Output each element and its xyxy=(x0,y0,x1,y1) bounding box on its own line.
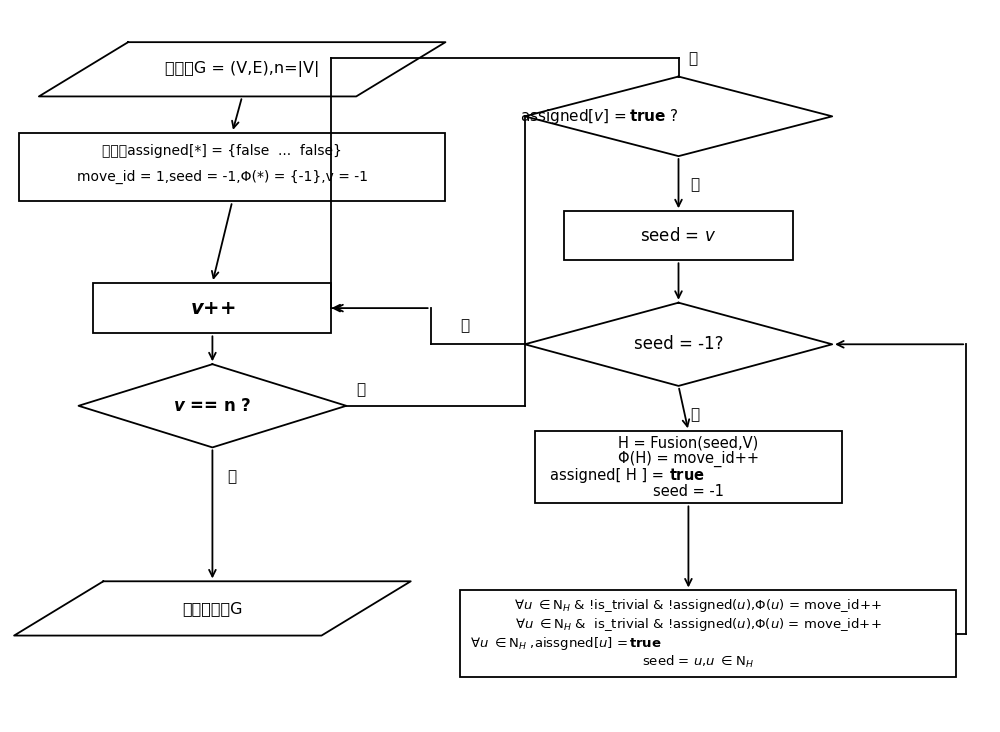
Text: 输出重排图G: 输出重排图G xyxy=(182,601,243,616)
Polygon shape xyxy=(14,581,411,635)
Text: $\bfit{v}$++: $\bfit{v}$++ xyxy=(190,299,235,318)
Text: $\forall$$u$ $\in$N$_H$ & !is_trivial & !assigned($u$),$\Phi$($u$) = move_id++: $\forall$$u$ $\in$N$_H$ & !is_trivial & … xyxy=(514,597,882,614)
Text: 否: 否 xyxy=(356,382,365,397)
Text: 初始化assigned[*] = {false  ...  false}: 初始化assigned[*] = {false ... false} xyxy=(102,144,342,158)
Text: $\mathbf{true}$: $\mathbf{true}$ xyxy=(629,637,662,650)
Bar xyxy=(535,431,842,504)
Text: 否: 否 xyxy=(690,178,700,193)
Polygon shape xyxy=(525,302,832,386)
Text: $\forall$$u$ $\in$N$_H$ &  is_trivial & !assigned($u$),$\Phi$($u$) = move_id++: $\forall$$u$ $\in$N$_H$ & is_trivial & !… xyxy=(515,616,882,633)
Bar xyxy=(460,590,956,677)
Text: 是: 是 xyxy=(227,469,236,484)
Polygon shape xyxy=(525,77,832,156)
Polygon shape xyxy=(79,365,346,447)
Text: seed = $u$,$u$ $\in$N$_H$: seed = $u$,$u$ $\in$N$_H$ xyxy=(642,654,754,670)
Text: $\mathbf{true}$ ?: $\mathbf{true}$ ? xyxy=(629,108,679,124)
Text: 是: 是 xyxy=(688,51,698,66)
Text: Φ(H) = move_id++: Φ(H) = move_id++ xyxy=(618,451,759,468)
Text: 输入图G = (V,E),n=|V|: 输入图G = (V,E),n=|V| xyxy=(165,61,319,78)
Text: $\mathbf{true}$: $\mathbf{true}$ xyxy=(669,467,704,483)
Polygon shape xyxy=(39,42,445,97)
Text: seed = -1?: seed = -1? xyxy=(634,335,723,354)
Text: seed = -1: seed = -1 xyxy=(653,484,724,498)
Text: 否: 否 xyxy=(690,407,700,422)
Text: assigned[$v$] =: assigned[$v$] = xyxy=(520,107,629,126)
Text: move_id = 1,seed = -1,Φ(*) = {-1},v = -1: move_id = 1,seed = -1,Φ(*) = {-1},v = -1 xyxy=(77,170,368,184)
Bar xyxy=(19,132,445,201)
Text: H = Fusion(seed,V): H = Fusion(seed,V) xyxy=(618,436,759,451)
Text: $\forall$$u$ $\in$N$_H$ ,aissgned[$u$] =: $\forall$$u$ $\in$N$_H$ ,aissgned[$u$] = xyxy=(470,635,629,651)
Bar xyxy=(93,283,331,334)
Text: 是: 是 xyxy=(460,318,469,334)
Bar xyxy=(564,211,793,261)
Text: $\bfit{v}$ == n ?: $\bfit{v}$ == n ? xyxy=(173,397,252,415)
Text: seed = $v$: seed = $v$ xyxy=(640,227,717,244)
Text: assigned[ H ] =: assigned[ H ] = xyxy=(550,468,669,483)
